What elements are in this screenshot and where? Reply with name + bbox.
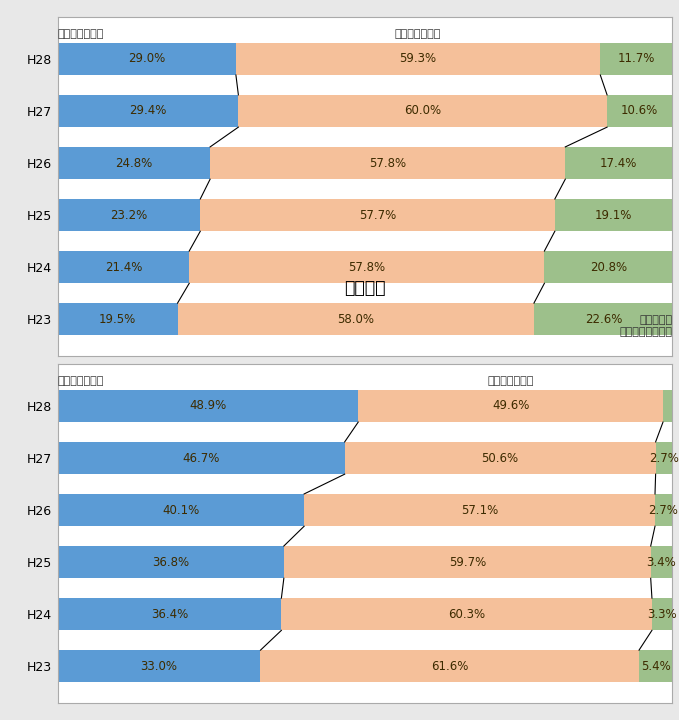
- Bar: [210, 147, 566, 179]
- Text: 23.2%: 23.2%: [111, 209, 147, 222]
- Text: 20.8%: 20.8%: [590, 261, 627, 274]
- Text: 2.7%: 2.7%: [648, 503, 678, 516]
- Bar: [600, 42, 672, 75]
- Text: 40.1%: 40.1%: [162, 503, 200, 516]
- Text: 29.4%: 29.4%: [130, 104, 167, 117]
- Text: 24.8%: 24.8%: [115, 156, 153, 169]
- Bar: [639, 650, 672, 683]
- Text: 59.3%: 59.3%: [399, 53, 437, 66]
- Text: 50.6%: 50.6%: [481, 451, 519, 464]
- Text: 見たことがある: 見たことがある: [58, 29, 104, 39]
- Text: 59.7%: 59.7%: [449, 556, 486, 569]
- Text: 49.6%: 49.6%: [492, 400, 530, 413]
- Bar: [58, 303, 177, 336]
- Text: 10.6%: 10.6%: [621, 104, 658, 117]
- Bar: [177, 303, 534, 336]
- Text: 58.0%: 58.0%: [337, 312, 374, 325]
- Bar: [545, 251, 672, 283]
- Text: 60.0%: 60.0%: [404, 104, 441, 117]
- Bar: [304, 494, 655, 526]
- Bar: [261, 650, 639, 683]
- Text: 36.4%: 36.4%: [151, 608, 188, 621]
- Text: 19.1%: 19.1%: [595, 209, 632, 222]
- Text: 3.3%: 3.3%: [647, 608, 677, 621]
- Bar: [656, 442, 672, 474]
- Bar: [652, 598, 672, 630]
- Bar: [58, 442, 345, 474]
- Text: 22.6%: 22.6%: [585, 312, 622, 325]
- Text: 36.8%: 36.8%: [152, 556, 189, 569]
- Text: 見たことはない: 見たことはない: [395, 29, 441, 39]
- Bar: [58, 95, 238, 127]
- Text: 46.7%: 46.7%: [183, 451, 220, 464]
- Text: 見たことはない: 見たことはない: [488, 376, 534, 386]
- Text: 48.9%: 48.9%: [189, 400, 227, 413]
- Text: 57.7%: 57.7%: [359, 209, 396, 222]
- Text: 61.6%: 61.6%: [431, 660, 469, 672]
- Bar: [663, 390, 672, 422]
- Text: 見たことがある: 見たことがある: [58, 376, 104, 386]
- Text: 無延滞者: 無延滞者: [344, 279, 386, 297]
- Bar: [284, 546, 650, 578]
- Text: 見ることが
できない・その他: 見ることが できない・その他: [619, 315, 672, 337]
- Bar: [58, 598, 281, 630]
- Bar: [607, 95, 672, 127]
- Text: 3.4%: 3.4%: [646, 556, 676, 569]
- Bar: [534, 303, 673, 336]
- Bar: [555, 199, 672, 231]
- Bar: [58, 251, 189, 283]
- Text: 29.0%: 29.0%: [128, 53, 166, 66]
- Bar: [238, 95, 607, 127]
- Bar: [359, 390, 663, 422]
- Text: 11.7%: 11.7%: [618, 53, 655, 66]
- Bar: [58, 650, 261, 683]
- Text: 60.3%: 60.3%: [448, 608, 485, 621]
- Bar: [58, 494, 304, 526]
- Bar: [200, 199, 555, 231]
- Bar: [58, 390, 359, 422]
- Text: 57.8%: 57.8%: [348, 261, 386, 274]
- Text: 17.4%: 17.4%: [600, 156, 638, 169]
- Text: 5.4%: 5.4%: [641, 660, 670, 672]
- Bar: [566, 147, 672, 179]
- Bar: [58, 42, 236, 75]
- Bar: [58, 199, 200, 231]
- Text: 57.8%: 57.8%: [369, 156, 406, 169]
- Bar: [58, 546, 284, 578]
- Bar: [345, 442, 656, 474]
- Text: 57.1%: 57.1%: [461, 503, 498, 516]
- Bar: [655, 494, 672, 526]
- Text: 2.7%: 2.7%: [649, 451, 679, 464]
- Bar: [281, 598, 652, 630]
- Text: 19.5%: 19.5%: [99, 312, 136, 325]
- Bar: [236, 42, 600, 75]
- Bar: [58, 147, 210, 179]
- Text: 33.0%: 33.0%: [141, 660, 178, 672]
- Bar: [189, 251, 545, 283]
- Text: 21.4%: 21.4%: [105, 261, 142, 274]
- Bar: [650, 546, 672, 578]
